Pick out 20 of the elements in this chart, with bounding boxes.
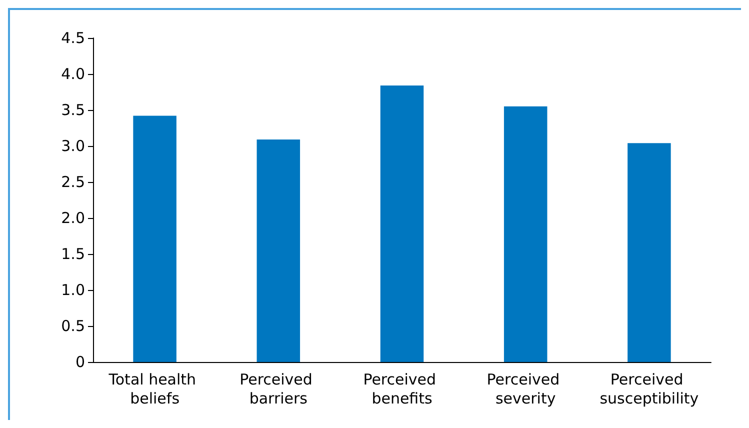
- y-tick-label: 3.0: [61, 137, 85, 155]
- y-tick-label: 1.0: [61, 281, 85, 299]
- y-tick-label: 2.5: [61, 173, 85, 191]
- y-tick-label: 0: [75, 353, 85, 371]
- y-tick-label: 1.5: [61, 245, 85, 263]
- x-tick-label: Perceived severity: [486, 370, 564, 408]
- x-tick-label: Perceived barriers: [240, 370, 318, 408]
- y-tick-label: 3.5: [61, 101, 85, 119]
- bar: [628, 143, 671, 362]
- y-tick-label: 4.5: [61, 29, 85, 47]
- y-tick-label: 0.5: [61, 317, 85, 335]
- bar: [380, 86, 424, 362]
- y-tick-label: 2.0: [61, 209, 85, 227]
- x-tick-label: Total health beliefs: [108, 370, 201, 408]
- bar: [133, 116, 176, 362]
- bar: [504, 106, 548, 362]
- y-tick-label: 4.0: [61, 65, 85, 83]
- bar: [256, 140, 300, 362]
- x-tick-label: Perceived susceptibility: [600, 370, 699, 408]
- x-tick-label: Perceived benefits: [363, 370, 441, 408]
